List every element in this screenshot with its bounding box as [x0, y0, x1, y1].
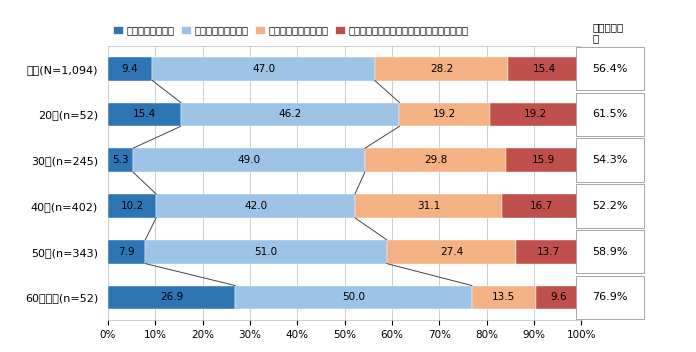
Bar	[145, 240, 387, 264]
Text: 13.7: 13.7	[537, 247, 560, 257]
Bar	[108, 148, 133, 172]
Bar	[152, 57, 375, 81]
Text: 28.2: 28.2	[430, 64, 453, 74]
Bar	[506, 148, 581, 172]
Bar	[108, 194, 156, 218]
Text: 46.2: 46.2	[278, 109, 302, 119]
Bar	[502, 194, 581, 218]
Text: 9.4: 9.4	[122, 64, 139, 74]
Legend: 頻繁に行っている, ときどき行っている, ほとんど行っていない, 全く行っていない・そのような「場」はない: 頻繁に行っている, ときどき行っている, ほとんど行っていない, 全く行っていな…	[113, 25, 469, 35]
Bar	[108, 57, 152, 81]
Bar	[355, 194, 502, 218]
Text: 54.3%: 54.3%	[592, 155, 628, 165]
Text: 15.4: 15.4	[133, 109, 156, 119]
Bar	[516, 240, 581, 264]
Text: 56.4%: 56.4%	[592, 64, 628, 74]
Text: 19.2: 19.2	[524, 109, 547, 119]
Bar	[508, 57, 581, 81]
Text: 58.9%: 58.9%	[592, 247, 628, 257]
Text: 61.5%: 61.5%	[592, 109, 628, 119]
Bar	[108, 102, 181, 126]
Text: 9.6: 9.6	[550, 293, 567, 302]
Bar	[365, 148, 506, 172]
Text: 49.0: 49.0	[237, 155, 260, 165]
Text: 5.3: 5.3	[112, 155, 129, 165]
Text: 行っている: 行っている	[592, 23, 624, 32]
Bar	[472, 285, 536, 309]
Text: 31.1: 31.1	[417, 201, 440, 211]
Text: 76.9%: 76.9%	[592, 293, 628, 302]
Text: 19.2: 19.2	[433, 109, 457, 119]
Bar	[375, 57, 508, 81]
Text: 51.0: 51.0	[255, 247, 278, 257]
Text: 52.2%: 52.2%	[592, 201, 628, 211]
Bar	[387, 240, 516, 264]
Bar	[108, 240, 145, 264]
Text: 10.2: 10.2	[120, 201, 143, 211]
Bar	[156, 194, 355, 218]
Bar	[108, 285, 235, 309]
Text: 26.9: 26.9	[160, 293, 183, 302]
Bar	[400, 102, 490, 126]
Text: 15.9: 15.9	[532, 155, 555, 165]
Bar	[490, 102, 581, 126]
Bar	[181, 102, 400, 126]
Bar	[133, 148, 365, 172]
Bar	[536, 285, 581, 309]
Bar	[235, 285, 472, 309]
Text: 計: 計	[592, 33, 599, 43]
Text: 29.8: 29.8	[424, 155, 447, 165]
Text: 16.7: 16.7	[530, 201, 553, 211]
Text: 15.4: 15.4	[533, 64, 556, 74]
Text: 13.5: 13.5	[492, 293, 516, 302]
Text: 27.4: 27.4	[440, 247, 463, 257]
Text: 47.0: 47.0	[252, 64, 275, 74]
Text: 42.0: 42.0	[244, 201, 267, 211]
Text: 7.9: 7.9	[118, 247, 135, 257]
Text: 50.0: 50.0	[342, 293, 365, 302]
